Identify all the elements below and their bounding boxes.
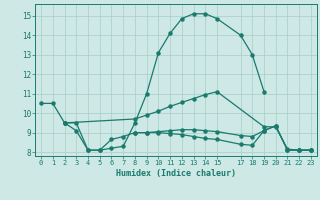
X-axis label: Humidex (Indice chaleur): Humidex (Indice chaleur) (116, 169, 236, 178)
